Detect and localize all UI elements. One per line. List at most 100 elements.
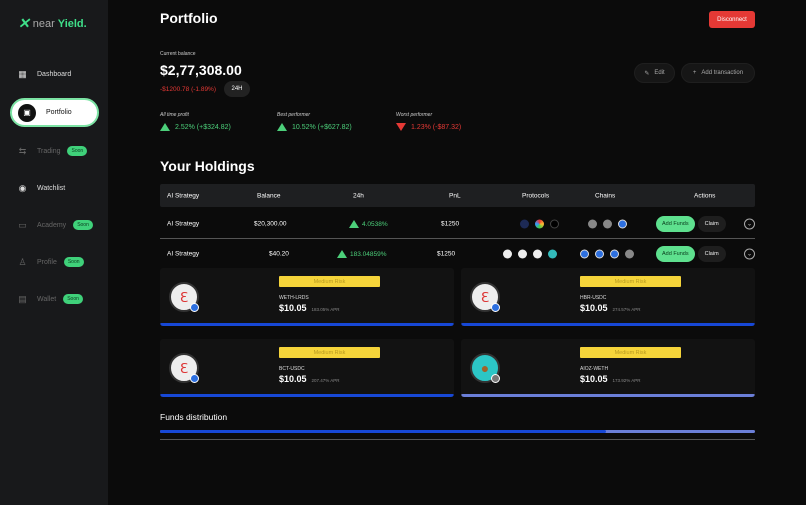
pool-logo-icon: ℇ xyxy=(470,282,500,312)
pool-card[interactable]: ● Medium Risk AIOZ-WETH $10.05 173.92% APR xyxy=(461,339,755,397)
brand-yield: Yield. xyxy=(57,17,87,30)
protocol-icon xyxy=(535,219,544,229)
protocol-icon xyxy=(533,249,542,259)
brand-near: near xyxy=(32,17,55,30)
nav-label: Dashboard xyxy=(37,70,72,78)
nav-label: Profile xyxy=(37,258,57,266)
divider xyxy=(160,439,755,440)
base-icon xyxy=(580,249,589,259)
sidebar-item-academy[interactable]: ▭ Academy Soon xyxy=(0,211,108,239)
balance-label: Current balance xyxy=(160,51,196,57)
base-chain-icon xyxy=(190,374,199,383)
book-icon: ▭ xyxy=(18,219,27,230)
edit-label: Edit xyxy=(654,70,665,76)
pool-card[interactable]: ℇ Medium Risk BCT-USDC $10.05 207.47% APR xyxy=(160,339,454,397)
chain-icons xyxy=(580,249,634,259)
pool-apr: 173.92% APR xyxy=(612,378,641,383)
protocol-icon xyxy=(520,219,529,229)
stat-label: All time profit xyxy=(160,112,189,118)
protocol-icon xyxy=(518,249,527,259)
pool-logo-icon: ℇ xyxy=(169,282,199,312)
wallet-icon: ▤ xyxy=(18,293,27,304)
soon-badge: Soon xyxy=(63,257,84,267)
risk-badge: Medium Risk xyxy=(279,347,380,358)
distribution-bar xyxy=(160,430,755,433)
ethereum-icon xyxy=(603,219,612,229)
disconnect-button[interactable]: Disconnect xyxy=(709,11,755,28)
ethereum-icon xyxy=(625,249,634,259)
chain-icons xyxy=(588,219,627,229)
nav-label: Portfolio xyxy=(46,109,72,116)
base-chain-icon xyxy=(491,303,500,312)
base-chain-icon xyxy=(190,303,199,312)
table-row[interactable]: AI Strategy $20,300.00 4.0538% $1250 Add… xyxy=(160,210,755,239)
sidebar-item-wallet[interactable]: ▤ Wallet Soon xyxy=(0,285,108,313)
pnl: $1250 xyxy=(441,220,460,228)
risk-badge: Medium Risk xyxy=(580,347,681,358)
add-transaction-button[interactable]: + Add transaction xyxy=(681,63,755,83)
up-arrow-icon xyxy=(277,123,287,131)
sidebar-item-trading[interactable]: ⇆ Trading Soon xyxy=(0,137,108,165)
stat-value: 2.52% (+$324.82) xyxy=(175,123,231,131)
column-header: AI Strategy xyxy=(167,192,200,199)
add-funds-button[interactable]: Add Funds xyxy=(656,246,695,262)
base-icon xyxy=(595,249,604,259)
balance-change: -$1200.78 (-1.89%) xyxy=(160,86,217,93)
risk-badge: Medium Risk xyxy=(580,276,681,287)
column-header: Actions xyxy=(694,192,716,199)
stat-all-time-profit: All time profit 2.52% (+$324.82) xyxy=(160,112,231,131)
stat-value: 10.52% (+$627.82) xyxy=(292,123,352,131)
balance-value: $2,77,308.00 xyxy=(160,62,242,78)
eye-icon: ◉ xyxy=(18,182,27,193)
logo[interactable]: ✕ near Yield. xyxy=(18,15,87,32)
pool-price: $10.05 xyxy=(279,374,307,384)
card-bar xyxy=(461,394,755,397)
chevron-down-icon[interactable]: ⌄ xyxy=(744,218,755,230)
table-row[interactable]: AI Strategy $40.20 183.04859% $1250 Add … xyxy=(160,241,755,267)
funds-distribution-title: Funds distribution xyxy=(160,412,228,422)
up-arrow-icon xyxy=(337,250,347,258)
claim-button[interactable]: Claim xyxy=(697,216,726,232)
pnl: $1250 xyxy=(437,250,456,258)
column-header: Protocols xyxy=(522,192,550,199)
sidebar-item-dashboard[interactable]: ▦ Dashboard xyxy=(0,60,108,88)
pool-price: $10.05 xyxy=(580,303,608,313)
stat-best-performer: Best performer 10.52% (+$627.82) xyxy=(277,112,352,131)
user-icon: ♙ xyxy=(18,256,27,267)
period-selector[interactable]: 24H xyxy=(224,81,250,97)
page-title: Portfolio xyxy=(160,10,218,26)
stat-value: 1.23% (-$87.32) xyxy=(411,123,462,131)
ethereum-icon xyxy=(588,219,597,229)
pool-apr: 183.05% APR xyxy=(311,307,340,312)
balance: $20,300.00 xyxy=(254,220,287,228)
protocol-icon xyxy=(503,249,512,259)
protocol-icons xyxy=(520,219,559,229)
pool-price: $10.05 xyxy=(580,374,608,384)
claim-button[interactable]: Claim xyxy=(697,246,726,262)
chevron-down-icon[interactable]: ⌄ xyxy=(744,248,755,260)
base-icon xyxy=(618,219,627,229)
sidebar-item-portfolio[interactable]: ▣ Portfolio xyxy=(10,98,99,127)
pool-pair: AIOZ-WETH xyxy=(580,366,609,372)
add-funds-button[interactable]: Add Funds xyxy=(656,216,695,232)
column-header: Balance xyxy=(257,192,281,199)
base-icon xyxy=(610,249,619,259)
nav-label: Watchlist xyxy=(37,184,66,192)
sidebar-item-profile[interactable]: ♙ Profile Soon xyxy=(0,248,108,276)
pool-card[interactable]: ℇ Medium Risk WETH-LRDS $10.05 183.05% APR xyxy=(160,268,454,326)
strategy-name: AI Strategy xyxy=(167,220,200,228)
sidebar-item-watchlist[interactable]: ◉ Watchlist xyxy=(0,174,108,202)
edit-icon: ✎ xyxy=(644,70,650,77)
protocol-icon xyxy=(550,219,559,229)
soon-badge: Soon xyxy=(67,146,88,156)
swap-icon: ⇆ xyxy=(18,145,27,156)
pool-apr: 207.47% APR xyxy=(311,378,340,383)
nav-label: Wallet xyxy=(37,295,57,303)
protocol-icons xyxy=(503,249,557,259)
card-bar xyxy=(160,394,454,397)
holdings-title: Your Holdings xyxy=(160,158,255,174)
edit-button[interactable]: ✎ Edit xyxy=(634,63,675,83)
table-header: AI Strategy Balance 24h PnL Protocols Ch… xyxy=(160,184,755,207)
pool-card[interactable]: ℇ Medium Risk HBR-USDC $10.05 274.57% APR xyxy=(461,268,755,326)
nav-label: Trading xyxy=(37,147,61,155)
